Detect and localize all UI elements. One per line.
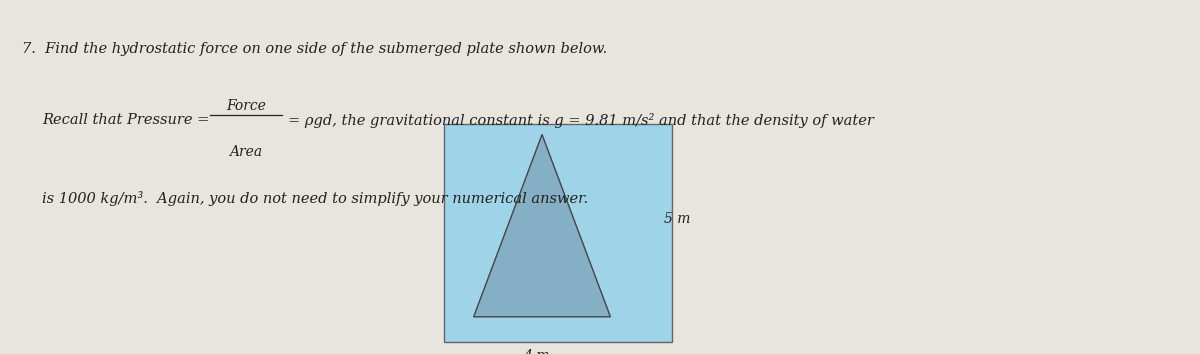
Text: 7.  Find the hydrostatic force on one side of the submerged plate shown below.: 7. Find the hydrostatic force on one sid…: [22, 42, 607, 57]
Text: Force: Force: [226, 99, 266, 113]
Text: = ρgd, the gravitational constant is g = 9.81 m/s² and that the density of water: = ρgd, the gravitational constant is g =…: [288, 113, 874, 128]
Text: is 1000 kg/m³.  Again, you do not need to simplify your numerical answer.: is 1000 kg/m³. Again, you do not need to…: [42, 191, 588, 206]
Text: 4 m: 4 m: [523, 349, 550, 354]
Text: Recall that Pressure =: Recall that Pressure =: [42, 113, 209, 127]
Text: Area: Area: [229, 145, 263, 159]
Text: 5 m: 5 m: [664, 212, 690, 225]
